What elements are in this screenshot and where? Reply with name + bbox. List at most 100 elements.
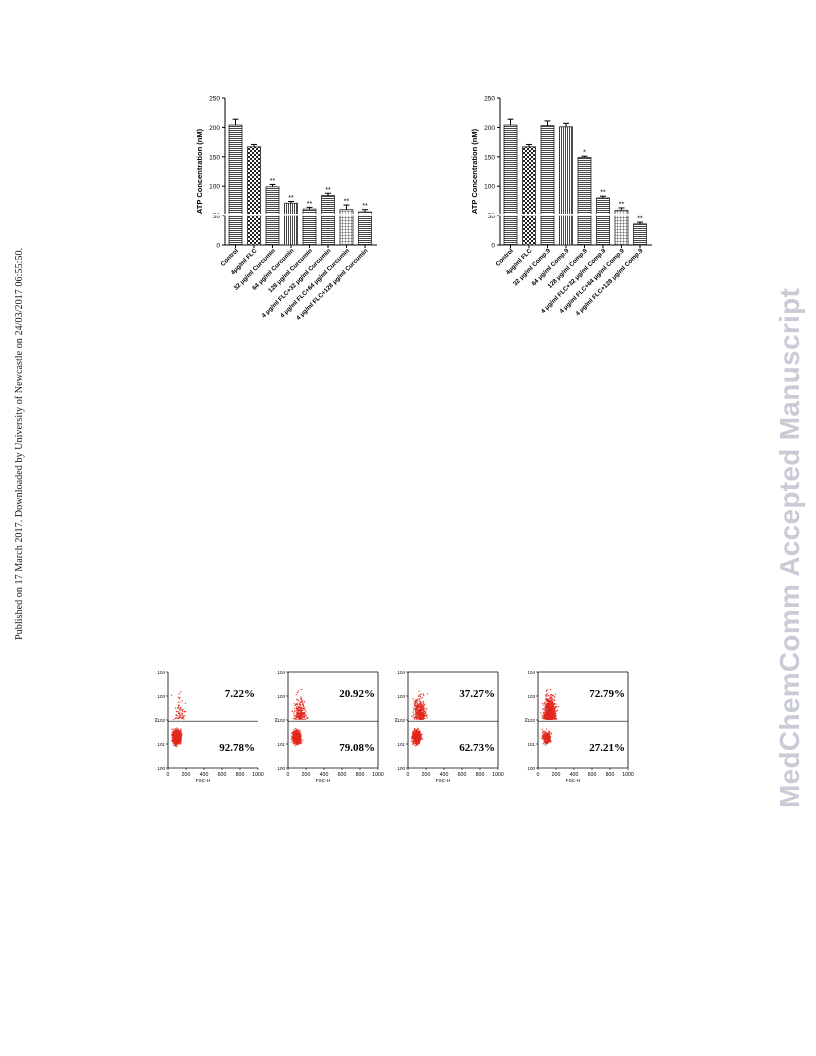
dot	[414, 737, 417, 739]
dot	[300, 698, 302, 700]
x-tick-label: 0	[287, 772, 290, 778]
dot	[415, 701, 417, 704]
dot	[291, 732, 293, 734]
dot	[172, 736, 174, 738]
dot	[545, 741, 548, 743]
dot	[295, 716, 297, 719]
dot	[307, 716, 309, 719]
dot	[548, 740, 550, 742]
y-tick-label: 50	[213, 213, 221, 220]
dot	[548, 730, 550, 732]
dot	[304, 714, 306, 717]
dot	[545, 706, 548, 708]
dot	[296, 707, 298, 709]
dot	[414, 716, 417, 718]
y-tick-label: 104	[277, 670, 285, 675]
dot	[549, 696, 551, 698]
dot	[425, 708, 428, 710]
dot	[425, 711, 427, 713]
dot	[549, 731, 551, 733]
publication-note: Published on 17 March 2017. Downloaded b…	[14, 0, 25, 1056]
y-tick-label: 102	[397, 718, 405, 723]
dot	[551, 732, 553, 734]
dot	[300, 709, 302, 712]
dot	[416, 733, 418, 735]
upper-quadrant-percent: 20.92%	[339, 688, 375, 700]
dot	[180, 708, 182, 710]
dot	[413, 704, 416, 707]
dot	[426, 714, 428, 716]
dot	[425, 715, 427, 717]
dot	[545, 715, 547, 717]
dot	[173, 733, 175, 735]
dot	[294, 715, 296, 717]
dot	[302, 708, 305, 710]
dot	[173, 718, 175, 720]
dot	[182, 715, 184, 718]
dot	[180, 739, 182, 741]
dot	[553, 702, 556, 705]
dot	[415, 744, 417, 746]
dot	[416, 708, 418, 710]
dot	[420, 697, 422, 699]
flow-cytometry-panel: 100 101 102 103 104 PI 0 200 400 600 800 1000 FSC-H 3…	[393, 664, 505, 786]
dot	[544, 734, 546, 736]
dot	[293, 707, 295, 709]
dot	[175, 733, 177, 735]
dot	[426, 693, 429, 695]
dot	[182, 709, 184, 711]
x-axis-label: FSC-H	[566, 778, 581, 784]
x-tick-label: 800	[476, 772, 485, 778]
dot	[544, 701, 546, 704]
dot	[413, 733, 415, 735]
dot	[298, 742, 301, 745]
x-tick-label: 600	[338, 772, 347, 778]
dot	[411, 743, 414, 745]
dot	[416, 716, 418, 718]
x-tick-label: 600	[588, 772, 597, 778]
dot	[546, 703, 548, 705]
dot	[424, 711, 427, 713]
dot	[546, 705, 548, 707]
dot	[424, 712, 426, 715]
dot	[174, 738, 177, 740]
dot	[547, 701, 550, 703]
dot	[413, 734, 415, 736]
dot	[300, 715, 302, 717]
dot	[554, 693, 557, 695]
dot	[294, 738, 296, 741]
dot	[412, 743, 415, 745]
dot	[555, 716, 557, 718]
dot	[296, 708, 298, 710]
dot	[293, 733, 295, 736]
y-tick-label: 104	[397, 670, 405, 675]
dot	[292, 733, 294, 736]
dot	[176, 740, 178, 742]
dot	[293, 737, 295, 739]
dot	[414, 737, 416, 739]
dot	[546, 693, 548, 695]
dot	[419, 706, 421, 709]
dot	[176, 744, 179, 746]
dot	[300, 713, 302, 715]
dot	[420, 713, 423, 715]
bar	[503, 124, 518, 246]
dot	[544, 741, 546, 743]
dot	[180, 742, 182, 744]
dot	[303, 717, 306, 719]
dot	[545, 739, 547, 741]
dot	[416, 700, 418, 702]
dot	[297, 712, 299, 714]
upper-quadrant-percent: 72.79%	[589, 688, 625, 700]
dot	[416, 709, 418, 711]
dot	[547, 714, 549, 716]
dot	[417, 734, 419, 736]
dot	[413, 730, 416, 732]
dot	[545, 690, 548, 692]
dot	[413, 703, 415, 705]
dot	[418, 690, 420, 692]
dot	[297, 711, 299, 713]
dot	[300, 712, 302, 714]
dot	[553, 708, 555, 710]
dot	[416, 744, 419, 746]
